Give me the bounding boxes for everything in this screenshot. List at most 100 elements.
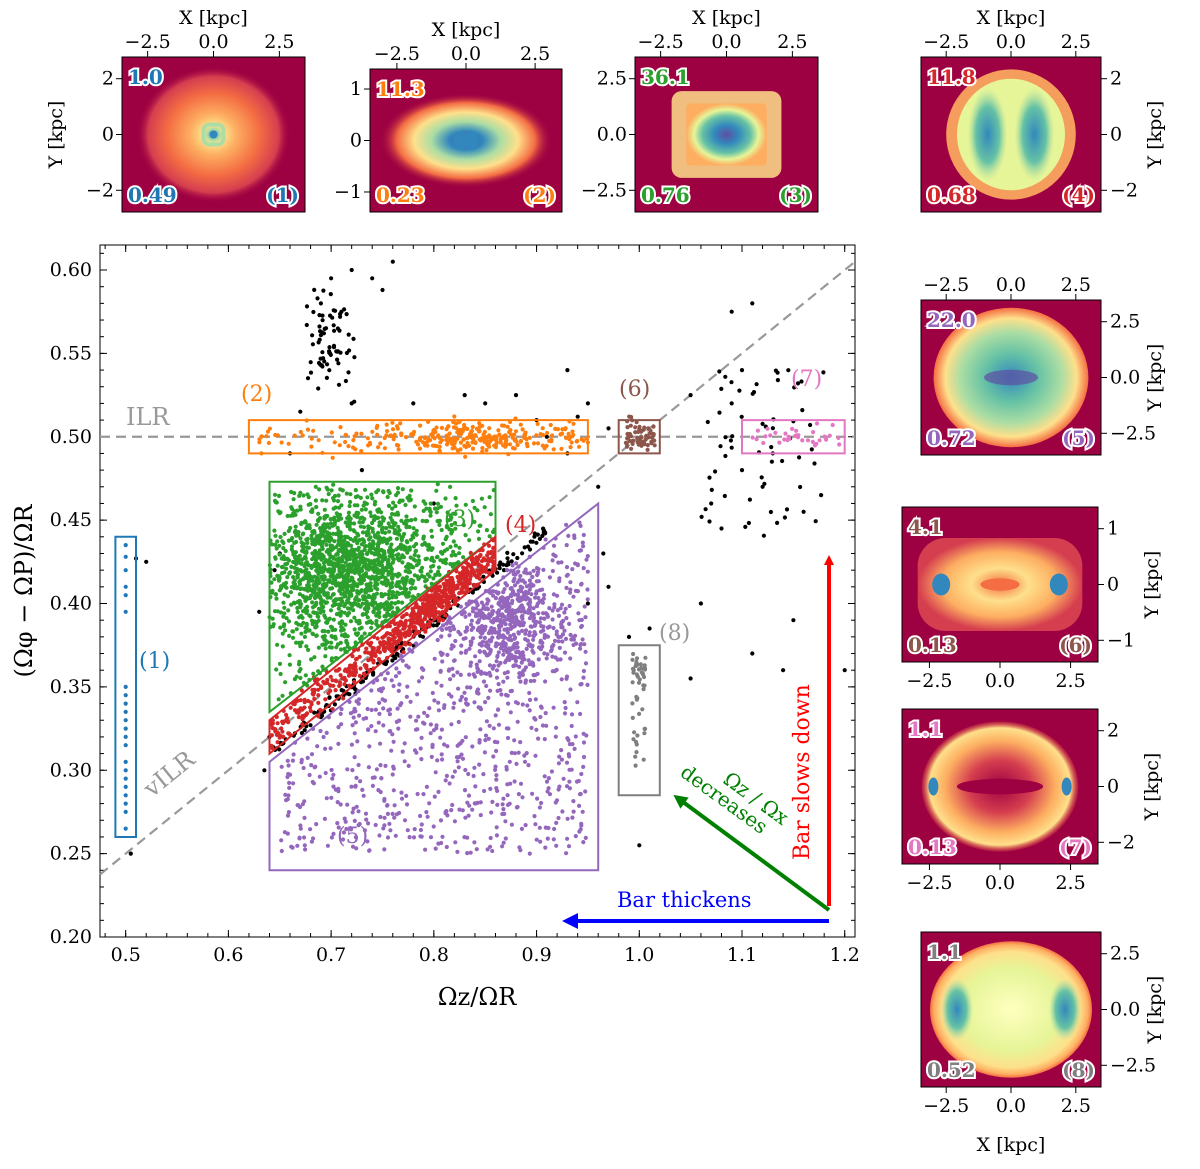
point-region-5	[535, 796, 540, 801]
point-region-4	[308, 708, 313, 714]
point-region-3	[296, 559, 301, 564]
point-region-3	[411, 526, 416, 531]
point-region-5	[308, 827, 313, 832]
point-region-5	[519, 578, 524, 583]
point-region-5	[361, 716, 366, 721]
point-region-3	[380, 530, 385, 535]
point-region-5	[469, 639, 474, 645]
point-region-5	[356, 762, 361, 768]
point-region-5	[468, 663, 473, 668]
point-region-5	[448, 620, 453, 626]
point-other	[431, 501, 436, 506]
point-region-5	[568, 656, 573, 661]
point-other	[383, 661, 388, 667]
point-region-3	[336, 538, 341, 543]
point-region-4	[363, 650, 368, 655]
point-region-5	[396, 726, 401, 731]
point-region-3	[385, 562, 390, 567]
point-region-5	[505, 626, 510, 632]
point-region-5	[559, 757, 565, 762]
point-region-3	[280, 693, 285, 698]
point-region-3	[348, 499, 353, 505]
point-region-3	[435, 482, 440, 487]
point-region-4	[338, 673, 343, 678]
point-region-3	[304, 567, 309, 572]
point-region-4	[331, 683, 336, 688]
point-region-1	[123, 693, 128, 698]
point-region-4	[407, 627, 412, 633]
point-region-3	[361, 574, 366, 579]
point-region-3	[298, 568, 303, 573]
panel-tag: (3)	[779, 183, 812, 207]
orbit-lobe	[1049, 573, 1068, 596]
point-region-6	[652, 443, 657, 448]
point-region-3	[316, 511, 321, 516]
point-region-3	[420, 565, 425, 571]
point-region-5	[538, 839, 543, 844]
point-region-5	[428, 731, 433, 736]
point-region-5	[501, 840, 506, 845]
point-region-5	[333, 787, 338, 792]
point-region-5	[353, 835, 358, 840]
point-region-5	[488, 688, 493, 693]
point-region-5	[516, 619, 521, 625]
point-region-3	[376, 570, 381, 576]
point-region-1	[123, 584, 128, 589]
point-other	[688, 676, 693, 681]
point-other	[299, 730, 304, 736]
point-region-6	[646, 435, 651, 440]
orbit-lobe	[1014, 88, 1055, 181]
point-other	[775, 520, 780, 526]
region-outline-7	[741, 419, 846, 455]
point-region-3	[328, 535, 333, 541]
point-region-5	[432, 656, 437, 661]
point-region-5	[481, 606, 486, 611]
y-tick-label: 0.45	[50, 509, 92, 531]
point-region-3	[404, 577, 409, 583]
point-region-5	[458, 741, 463, 746]
point-region-3	[277, 661, 283, 667]
point-other	[370, 276, 375, 281]
point-region-2	[451, 425, 457, 430]
point-region-5	[511, 579, 516, 584]
point-other	[335, 326, 340, 331]
point-region-1	[123, 809, 128, 815]
point-region-5	[493, 764, 498, 769]
point-region-2	[398, 421, 403, 426]
point-region-3	[357, 620, 362, 626]
point-region-1	[123, 801, 128, 806]
point-region-5	[369, 688, 374, 693]
point-region-3	[298, 490, 303, 495]
point-region-5	[391, 683, 396, 689]
point-region-5	[495, 611, 501, 616]
point-region-5	[436, 789, 441, 795]
point-region-1	[123, 609, 128, 614]
point-region-2	[534, 433, 539, 438]
point-region-5	[558, 657, 563, 662]
point-other	[541, 530, 546, 535]
point-region-3	[327, 616, 332, 621]
point-region-4	[350, 654, 355, 659]
point-other	[262, 768, 267, 773]
point-region-3	[386, 521, 391, 526]
point-region-3	[358, 580, 363, 585]
point-region-5	[498, 688, 503, 693]
point-region-2	[422, 435, 427, 441]
point-region-3	[287, 633, 292, 639]
panel-y-tick-label: 0.0	[1110, 999, 1140, 1021]
point-other	[431, 623, 436, 628]
point-other	[329, 276, 334, 281]
point-region-8	[634, 661, 639, 666]
point-other	[743, 524, 748, 530]
orbit-panel-3: 36.10.76 (3)−2.5 0.0 2.52.50.0−2.5X [kpc]	[581, 7, 819, 213]
point-region-5	[524, 584, 530, 589]
point-other	[750, 651, 755, 656]
point-region-2	[563, 435, 569, 440]
point-other	[506, 560, 511, 565]
point-region-4	[408, 623, 413, 628]
point-region-5	[551, 543, 557, 548]
point-region-3	[314, 504, 319, 510]
point-region-5	[463, 636, 468, 641]
point-region-3	[357, 520, 362, 525]
point-region-2	[391, 437, 396, 442]
